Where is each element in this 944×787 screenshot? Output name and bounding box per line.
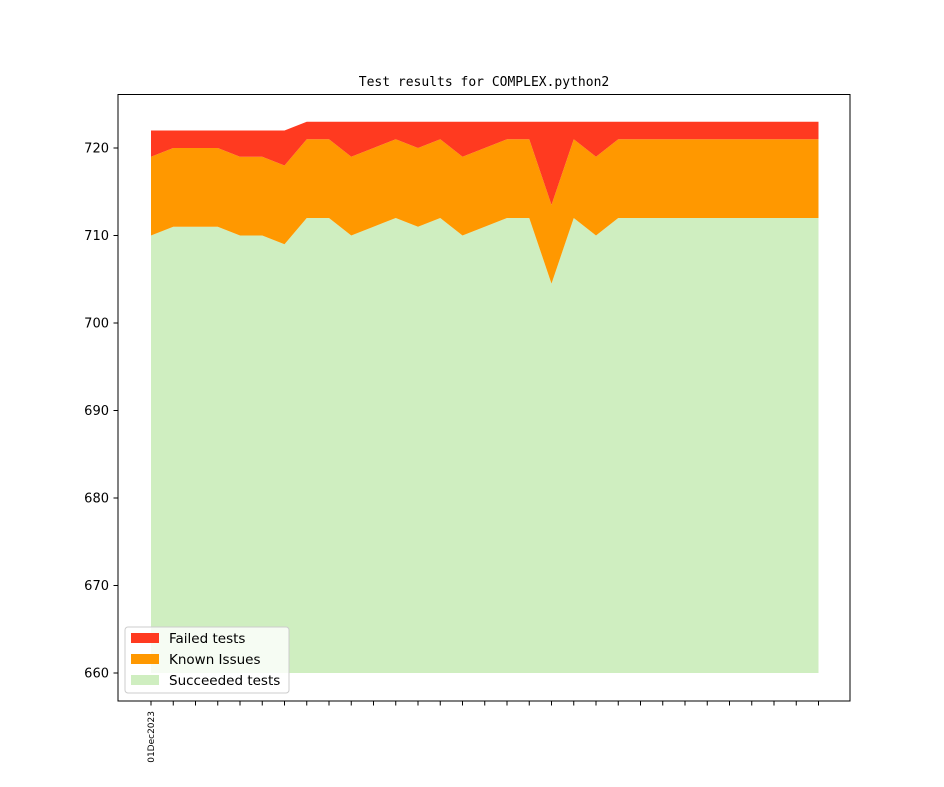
chart-title: Test results for COMPLEX.python2 — [359, 75, 609, 90]
area-succeeded-tests — [151, 218, 819, 673]
legend-swatch — [131, 654, 159, 664]
legend: Failed tests Known Issues Succeeded tests — [124, 626, 290, 694]
plot-frame — [117, 94, 851, 702]
y-tick-label: 670 — [84, 579, 109, 594]
area-layer — [151, 121, 819, 673]
y-tick-label: 680 — [84, 492, 109, 507]
area-known-issues — [151, 139, 819, 284]
x-tick-label: 01Dec2023 — [147, 711, 157, 763]
legend-label: Failed tests — [169, 631, 245, 647]
y-tick-label: 700 — [84, 317, 109, 332]
y-tick-label: 720 — [84, 142, 109, 157]
legend-label: Known Issues — [169, 652, 261, 668]
y-tick-label: 710 — [84, 229, 109, 244]
legend-swatch — [131, 675, 159, 685]
area-failed-tests — [151, 121, 819, 205]
legend-label: Succeeded tests — [169, 673, 280, 689]
y-axis: 660 670 680 690 700 710 720 — [84, 142, 118, 682]
legend-box — [124, 626, 290, 694]
legend-swatch — [131, 633, 159, 643]
y-tick-label: 660 — [84, 667, 109, 682]
x-axis: 01Dec2023 — [147, 701, 819, 763]
y-tick-label: 690 — [84, 404, 109, 419]
